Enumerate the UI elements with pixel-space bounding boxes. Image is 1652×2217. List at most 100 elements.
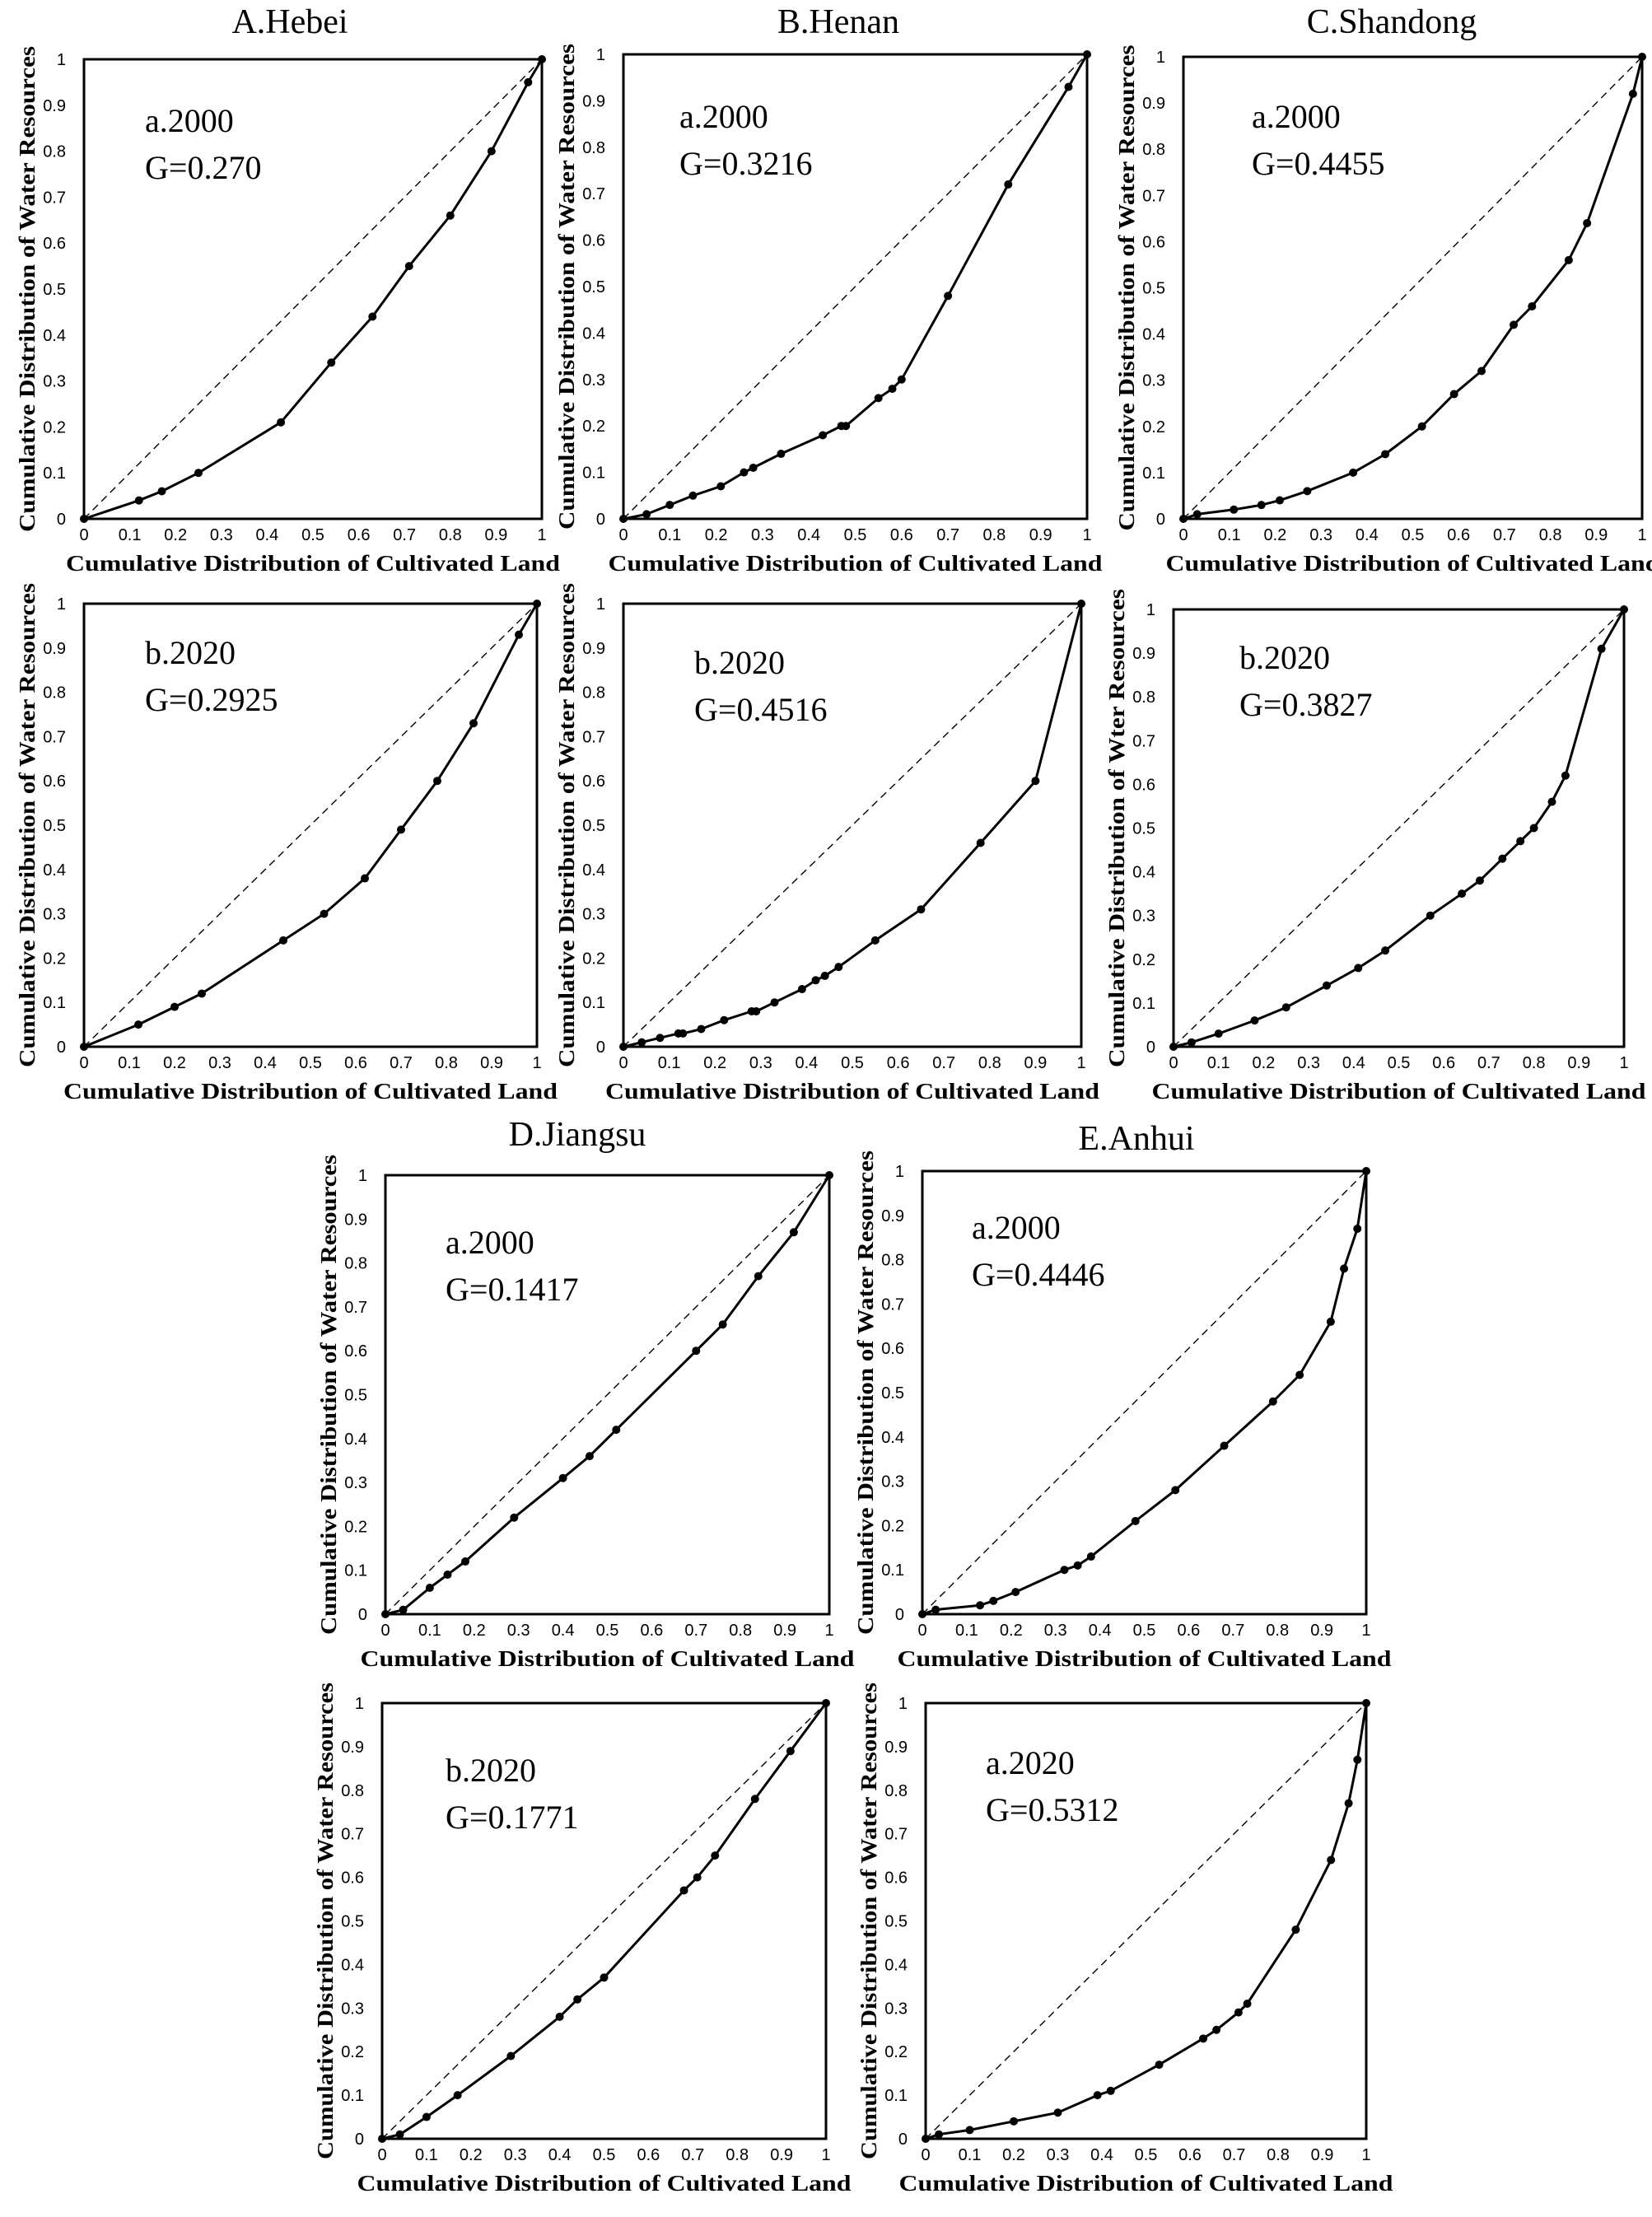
y-tick-label: 0: [596, 511, 605, 529]
x-tick-label: 0: [618, 526, 628, 544]
lorenz-curve-line: [1173, 609, 1626, 1048]
data-point: [1220, 1441, 1229, 1450]
data-point: [1322, 981, 1331, 990]
data-point: [1475, 876, 1484, 885]
x-tick-label: 0.9: [1310, 1622, 1333, 1640]
data-point: [1349, 468, 1358, 477]
x-tick-label: 0.4: [1356, 526, 1379, 544]
data-point: [433, 777, 441, 786]
data-point: [134, 1020, 142, 1029]
x-tick-label: 0.9: [1584, 526, 1608, 544]
data-point: [368, 312, 377, 321]
y-axis-title: Cumulative Distribution of Water Resourc…: [554, 44, 579, 530]
y-tick-label: 0.8: [884, 1782, 908, 1800]
y-axis-title: Cumulative Distribution of Water Resourc…: [856, 1683, 881, 2159]
x-tick-label: 0.1: [658, 1054, 681, 1072]
x-tick-label: 0.5: [593, 2146, 616, 2164]
data-point: [443, 1571, 452, 1580]
data-point: [1477, 366, 1486, 376]
x-tick-label: 0.4: [1089, 1622, 1112, 1640]
chart-jiangsu-a: 0 0.1 0.2 0.3 0.4 0.5 0.6 0.7 0.8 0.9 1 0 0.1 0.2 0.3 0…: [316, 1155, 855, 1671]
data-point: [935, 2130, 944, 2139]
data-point: [1199, 2034, 1208, 2043]
y-tick-label: 0: [57, 1038, 66, 1057]
data-point: [1362, 1699, 1370, 1707]
y-tick-label: 0.5: [881, 1384, 904, 1403]
y-tick-label: 0.1: [1132, 995, 1155, 1013]
data-point: [1212, 2025, 1221, 2034]
x-tick-label: 0.6: [1177, 1622, 1200, 1640]
data-point: [469, 719, 478, 728]
lorenz-curve-line: [83, 603, 539, 1048]
data-point: [944, 292, 953, 301]
y-axis-title: Cumulative Distribution of Water Resourc…: [554, 583, 579, 1067]
data-point: [752, 1006, 761, 1015]
gini-label: G=0.1417: [446, 1271, 578, 1308]
data-point: [1291, 1925, 1300, 1935]
data-point: [819, 431, 828, 440]
equality-line: [922, 1170, 1367, 1615]
x-tick-label: 0.7: [936, 526, 959, 544]
y-tick-label: 0.7: [43, 189, 66, 207]
x-axis-title: Cumulative Distribution of Cultivated La…: [1166, 551, 1652, 576]
data-point: [740, 468, 749, 477]
data-point: [786, 1747, 795, 1756]
plot-frame: [1172, 608, 1626, 1048]
x-axis-title: Cumulative Distribution of Cultivated La…: [899, 2171, 1393, 2196]
data-point: [555, 2012, 564, 2021]
data-point: [834, 963, 843, 972]
gini-label: G=0.1771: [446, 1799, 578, 1836]
data-point: [922, 2135, 930, 2143]
x-tick-label: 0.4: [795, 1054, 818, 1072]
lorenz-curve-line: [83, 58, 544, 520]
gini-label: G=0.4516: [694, 691, 827, 728]
gini-label: G=0.5312: [986, 1791, 1118, 1828]
data-point: [1344, 1799, 1353, 1808]
y-tick-label: 0.8: [881, 1252, 904, 1270]
y-tick-label: 0.2: [341, 2043, 364, 2061]
data-point: [754, 1272, 763, 1281]
x-tick-label: 0.8: [978, 1054, 1001, 1072]
data-point: [1053, 2108, 1062, 2117]
equality-line: [385, 1174, 830, 1615]
x-tick-label: 0.5: [1135, 2146, 1158, 2164]
x-tick-label: 0.3: [751, 526, 774, 544]
group-title-shandong: C.Shandong: [1307, 3, 1477, 41]
y-tick-label: 0.2: [344, 1518, 367, 1536]
y-axis-title: Cumulative Distribution of Wter Resource…: [1104, 589, 1129, 1067]
data-point: [1547, 797, 1556, 806]
x-tick-label: 0.1: [955, 1622, 978, 1640]
data-point: [688, 491, 698, 500]
x-tick-label: 0.8: [1266, 1622, 1289, 1640]
x-tick-label: 0.4: [254, 1054, 277, 1072]
y-tick-label: 0.4: [582, 861, 605, 880]
group-title-anhui: E.Anhui: [1078, 1120, 1194, 1158]
data-point: [170, 1002, 179, 1011]
y-tick-label: 0.3: [1132, 908, 1155, 926]
data-point: [777, 450, 786, 459]
data-point: [1171, 1486, 1180, 1495]
x-tick-label: 0.7: [1493, 526, 1516, 544]
data-point: [399, 1605, 408, 1614]
x-axis-title: Cumulative Distribution of Cultivated La…: [1152, 1079, 1646, 1104]
x-axis-title: Cumulative Distribution of Cultivated La…: [63, 1079, 558, 1104]
y-tick-label: 0.8: [344, 1255, 367, 1273]
data-point: [693, 1873, 702, 1882]
y-tick-label: 0.2: [43, 418, 66, 436]
panel-year-label: a.2000: [446, 1224, 534, 1261]
y-tick-label: 0.7: [344, 1299, 367, 1317]
plot-frame: [924, 1701, 1368, 2140]
data-point: [573, 1995, 582, 2004]
x-tick-label: 0.6: [887, 1054, 910, 1072]
data-point: [361, 874, 369, 883]
y-tick-label: 0.4: [582, 324, 605, 343]
data-point: [397, 825, 405, 834]
x-tick-label: 0.2: [460, 2146, 483, 2164]
x-tick-label: 0.9: [773, 1622, 796, 1640]
x-tick-label: 0: [79, 526, 88, 544]
y-tick-label: 0.7: [582, 728, 605, 746]
x-tick-label: 0.5: [299, 1054, 322, 1072]
data-point: [446, 211, 455, 220]
x-tick-label: 0.8: [1267, 2146, 1290, 2164]
